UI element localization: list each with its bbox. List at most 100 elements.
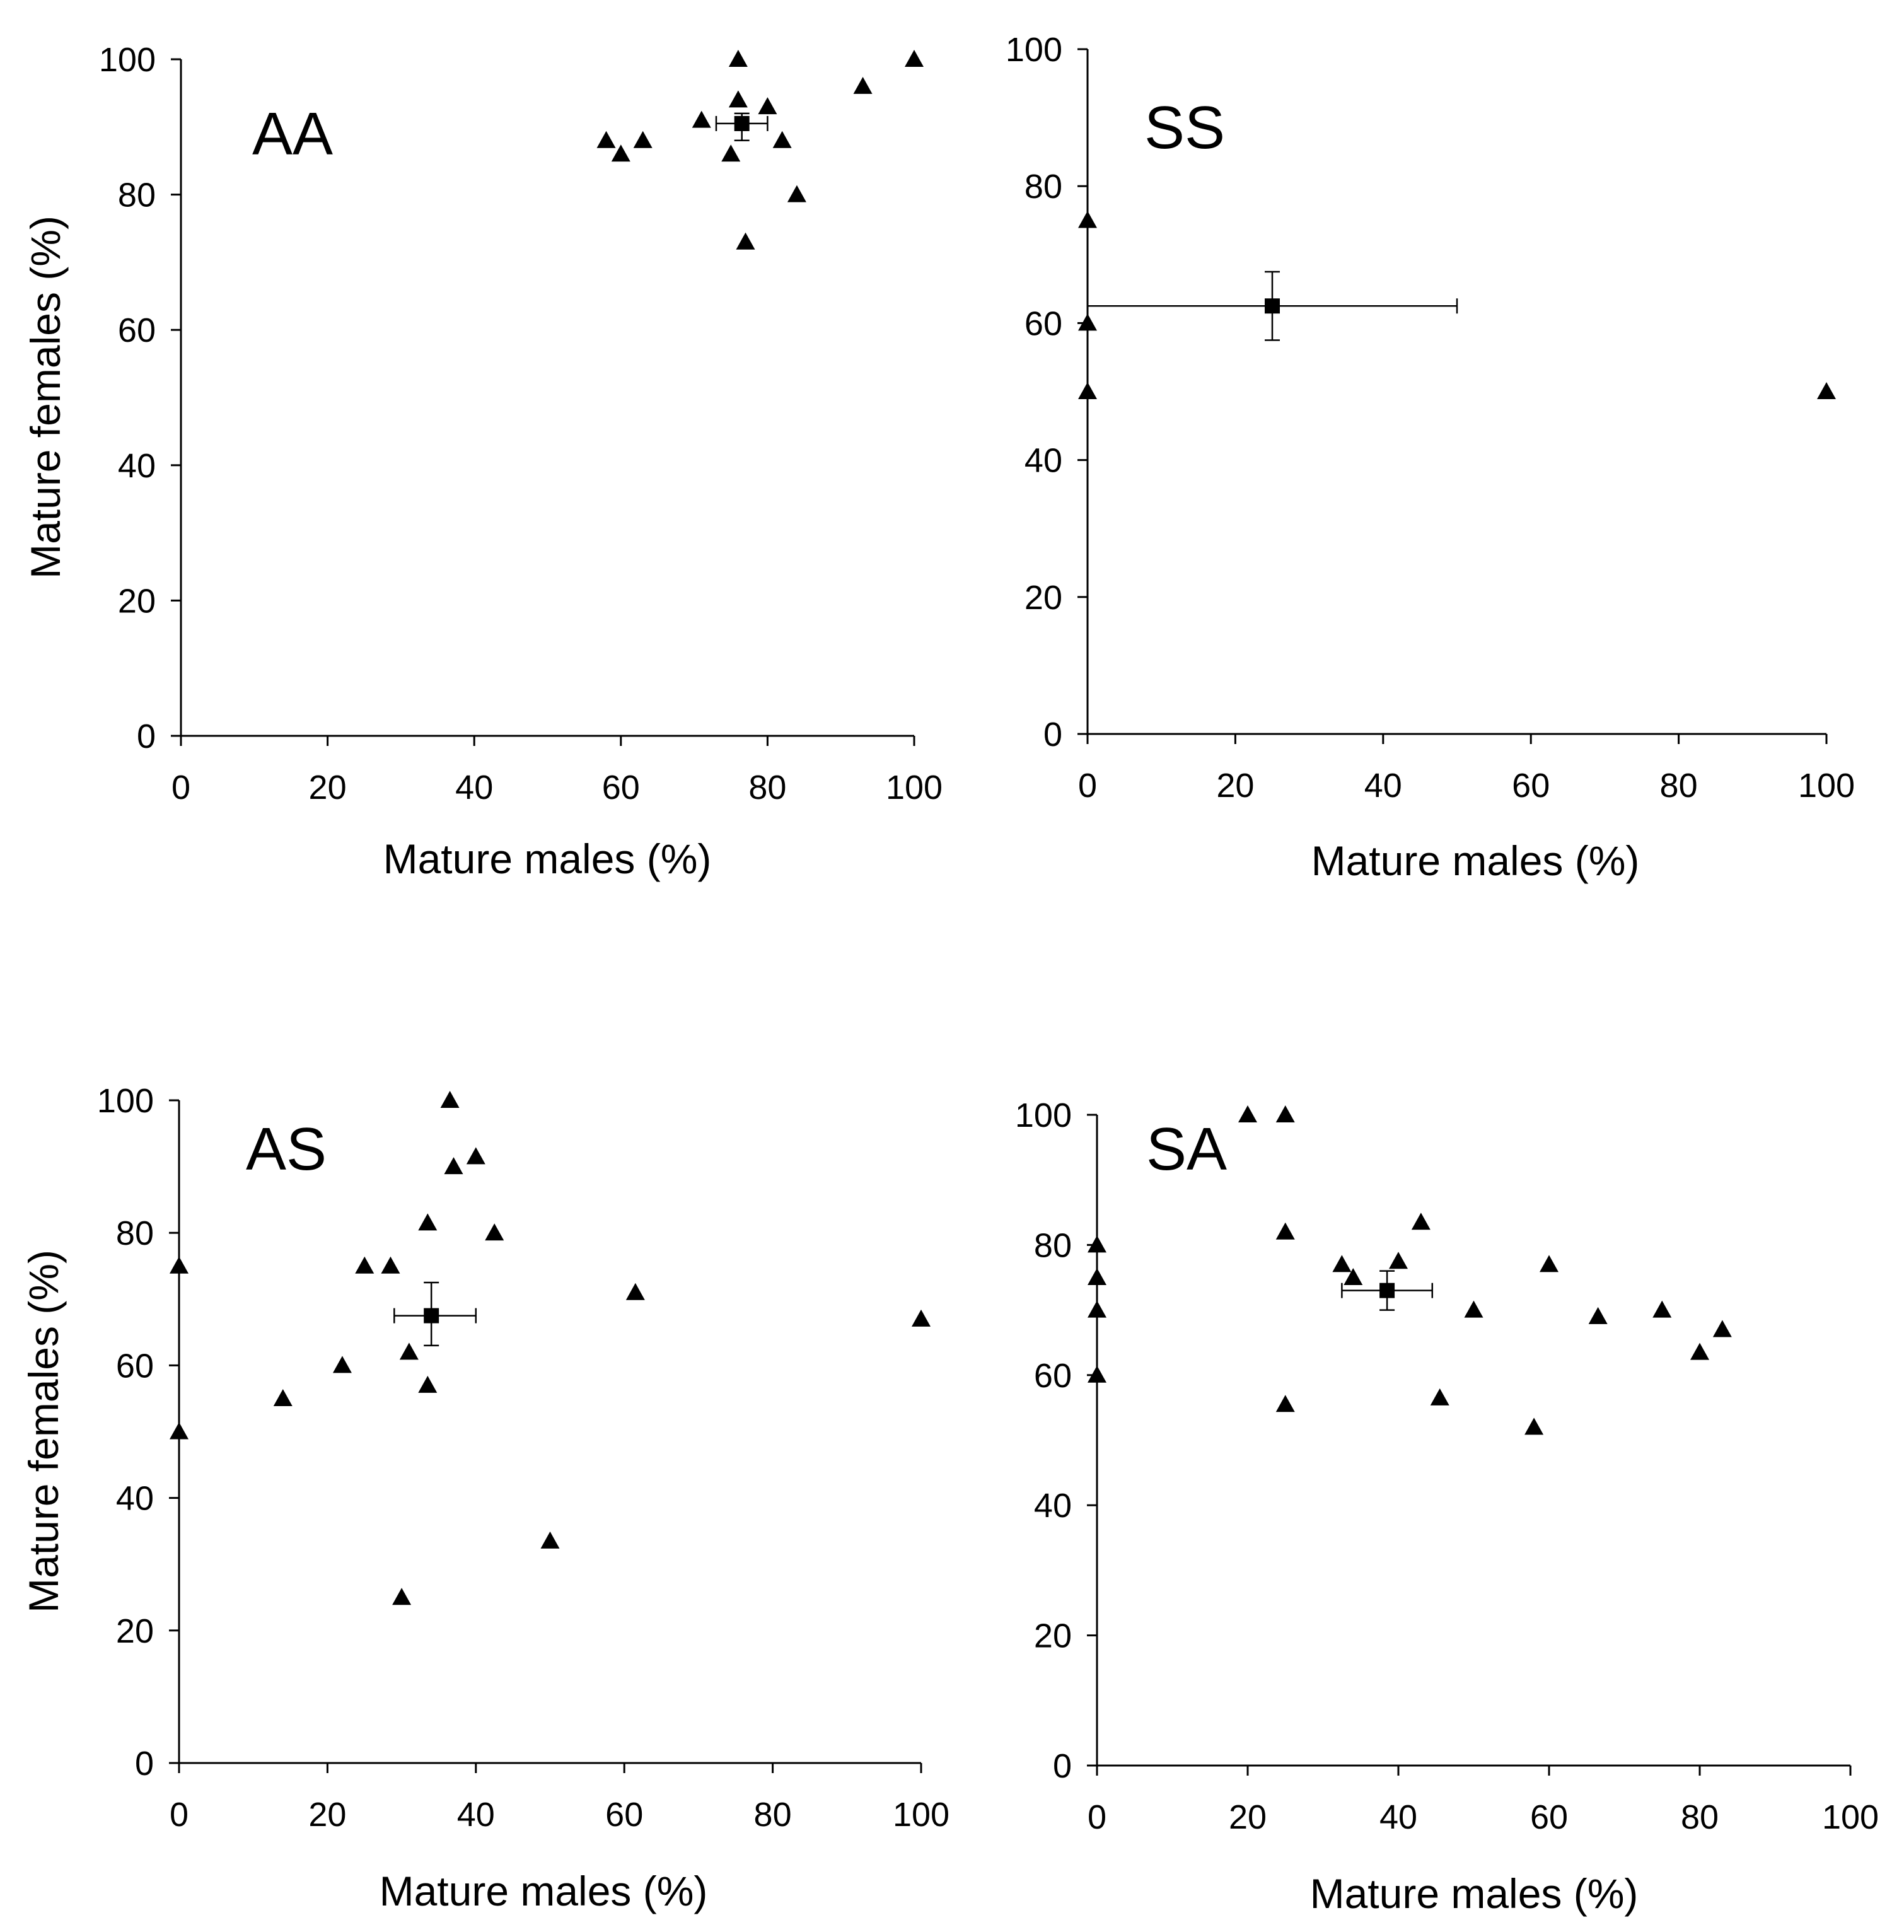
x-tick-label: 80 bbox=[748, 769, 786, 806]
x-tick-label: 40 bbox=[1379, 1798, 1417, 1836]
data-point bbox=[772, 131, 792, 148]
data-point bbox=[170, 1422, 189, 1440]
data-point bbox=[692, 110, 711, 128]
data-point bbox=[625, 1283, 645, 1300]
y-tick-label: 80 bbox=[1034, 1226, 1072, 1264]
data-point bbox=[1078, 313, 1097, 331]
x-tick-label: 20 bbox=[1216, 767, 1254, 805]
data-point bbox=[440, 1091, 460, 1108]
y-tick-label: 0 bbox=[1043, 716, 1062, 754]
data-point bbox=[728, 90, 748, 108]
y-tick-label: 100 bbox=[1015, 1097, 1072, 1134]
data-point bbox=[418, 1213, 438, 1231]
data-point bbox=[611, 144, 630, 162]
x-tick-label: 100 bbox=[1798, 767, 1855, 805]
data-point bbox=[1540, 1255, 1559, 1272]
data-point bbox=[1464, 1300, 1483, 1318]
x-tick-label: 40 bbox=[457, 1796, 495, 1834]
data-point bbox=[444, 1157, 463, 1175]
x-tick-label: 100 bbox=[886, 769, 943, 806]
y-tick-label: 0 bbox=[135, 1745, 154, 1783]
data-point bbox=[332, 1356, 352, 1373]
data-point bbox=[633, 131, 653, 148]
x-tick-label: 60 bbox=[1530, 1798, 1568, 1836]
data-point bbox=[1588, 1306, 1608, 1324]
x-tick-label: 80 bbox=[754, 1796, 792, 1834]
x-tick-label: 20 bbox=[1229, 1798, 1267, 1836]
data-point bbox=[1332, 1255, 1352, 1272]
data-point bbox=[1652, 1300, 1672, 1318]
data-point bbox=[392, 1588, 412, 1605]
data-point bbox=[381, 1256, 400, 1274]
data-point bbox=[355, 1256, 374, 1274]
y-tick-label: 40 bbox=[116, 1480, 154, 1518]
panel-label: SS bbox=[1144, 94, 1225, 161]
y-tick-label: 60 bbox=[116, 1347, 154, 1385]
data-point bbox=[853, 76, 873, 94]
data-point bbox=[1275, 1222, 1295, 1240]
data-point bbox=[1524, 1417, 1544, 1435]
data-point bbox=[1275, 1395, 1295, 1412]
data-point bbox=[418, 1375, 438, 1393]
x-tick-label: 60 bbox=[1512, 767, 1550, 805]
x-tick-label: 100 bbox=[1822, 1798, 1879, 1836]
data-point bbox=[1078, 382, 1097, 399]
data-point bbox=[1078, 211, 1097, 228]
mean-marker bbox=[424, 1308, 439, 1324]
data-point bbox=[1088, 1365, 1106, 1383]
y-tick-label: 40 bbox=[118, 447, 156, 485]
data-point bbox=[399, 1342, 419, 1360]
data-point bbox=[1344, 1268, 1363, 1285]
y-tick-label: 100 bbox=[97, 1082, 154, 1120]
x-tick-label: 0 bbox=[1078, 767, 1097, 805]
y-tick-label: 100 bbox=[99, 41, 156, 79]
data-point bbox=[1088, 1300, 1106, 1318]
y-tick-label: 60 bbox=[118, 311, 156, 349]
panel-label: SA bbox=[1146, 1115, 1227, 1183]
data-point bbox=[485, 1223, 504, 1241]
x-tick-label: 100 bbox=[893, 1796, 949, 1834]
y-tick-label: 20 bbox=[116, 1612, 154, 1650]
panel-label: AS bbox=[246, 1115, 327, 1183]
y-tick-label: 20 bbox=[118, 582, 156, 620]
x-tick-label: 20 bbox=[309, 769, 347, 806]
y-tick-label: 80 bbox=[118, 177, 156, 214]
x-tick-label: 60 bbox=[602, 769, 640, 806]
data-point bbox=[1690, 1342, 1709, 1360]
data-point bbox=[170, 1256, 189, 1274]
x-tick-label: 20 bbox=[308, 1796, 346, 1834]
panel-as: AS Mature males (%) Mature females (%) 0… bbox=[20, 1082, 949, 1914]
y-tick-label: 60 bbox=[1025, 305, 1062, 342]
y-tick-label: 20 bbox=[1025, 579, 1062, 617]
mean-marker bbox=[1265, 298, 1280, 314]
x-tick-label: 0 bbox=[171, 769, 190, 806]
y-tick-label: 20 bbox=[1034, 1617, 1072, 1655]
mean-marker bbox=[1379, 1283, 1395, 1298]
data-point bbox=[1430, 1388, 1449, 1405]
data-point bbox=[912, 1309, 931, 1327]
x-axis-label: Mature males (%) bbox=[1311, 837, 1640, 884]
y-tick-label: 60 bbox=[1034, 1357, 1072, 1395]
y-tick-label: 80 bbox=[116, 1214, 154, 1252]
data-point bbox=[596, 131, 616, 148]
panel-label: AA bbox=[252, 100, 333, 168]
data-point bbox=[1088, 1268, 1106, 1285]
panel-ss: SS Mature males (%) 0 20 40 60 80 100 0 20 40 60 8… bbox=[1006, 31, 1855, 884]
y-tick-label: 0 bbox=[1053, 1747, 1072, 1785]
data-point bbox=[1389, 1252, 1408, 1269]
x-axis-label: Mature males (%) bbox=[383, 835, 712, 882]
x-axis-label: Mature males (%) bbox=[1310, 1870, 1639, 1917]
data-point bbox=[1238, 1105, 1257, 1122]
x-tick-label: 60 bbox=[605, 1796, 643, 1834]
data-point bbox=[1088, 1235, 1106, 1253]
data-point bbox=[736, 232, 755, 250]
data-point bbox=[466, 1147, 485, 1165]
x-tick-label: 80 bbox=[1681, 1798, 1719, 1836]
panel-aa: AA Mature males (%) Mature females (%) 0… bbox=[22, 41, 943, 882]
data-point bbox=[540, 1531, 560, 1549]
y-tick-label: 100 bbox=[1006, 31, 1062, 69]
y-tick-label: 80 bbox=[1025, 168, 1062, 206]
data-point bbox=[721, 144, 741, 162]
x-axis-label: Mature males (%) bbox=[380, 1868, 708, 1914]
